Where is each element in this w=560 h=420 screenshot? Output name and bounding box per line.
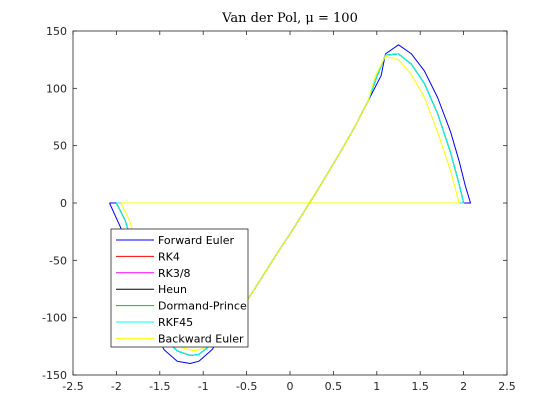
x-tick-label: -0.5 [236, 380, 257, 393]
y-tick-label: -150 [42, 369, 67, 382]
legend-label: RK4 [158, 250, 180, 263]
chart-title: Van der Pol, μ = 100 [221, 11, 358, 26]
legend-label: Heun [158, 283, 187, 296]
x-tick-label: 0.5 [325, 380, 343, 393]
x-tick-label: 2 [460, 380, 467, 393]
x-tick-label: 0 [287, 380, 294, 393]
x-tick-label: -2 [111, 380, 122, 393]
legend-label: Dormand-Prince [158, 300, 247, 313]
y-tick-label: -100 [42, 312, 67, 325]
legend-label: RK3/8 [158, 267, 191, 280]
x-tick-label: 2.5 [498, 380, 516, 393]
legend: Forward Euler RK4 RK3/8 Heun Dormand-Prince R… [110, 228, 249, 348]
y-tick-label: 50 [53, 140, 67, 153]
legend-label: Forward Euler [158, 234, 234, 247]
y-tick-label: 0 [60, 197, 67, 210]
legend-box [110, 228, 249, 348]
y-tick-label: -50 [49, 254, 67, 267]
x-tick-label: -1.5 [149, 380, 170, 393]
x-tick-label: 1 [373, 380, 380, 393]
legend-label: RKF45 [158, 316, 193, 329]
y-tick-label: 100 [46, 82, 67, 95]
legend-label: Backward Euler [158, 332, 244, 345]
tick-layer: -2.5 -2 -1.5 -1 -0.5 0 0.5 1 1.5 2 2.5 -150 -100 -50 0… [42, 25, 516, 393]
x-tick-label: -1 [198, 380, 209, 393]
x-tick-label: 1.5 [411, 380, 429, 393]
y-tick-label: 150 [46, 25, 67, 38]
legend-items: Forward Euler RK4 RK3/8 Heun Dormand-Prince R… [116, 234, 247, 345]
x-tick-label: -2.5 [62, 380, 83, 393]
